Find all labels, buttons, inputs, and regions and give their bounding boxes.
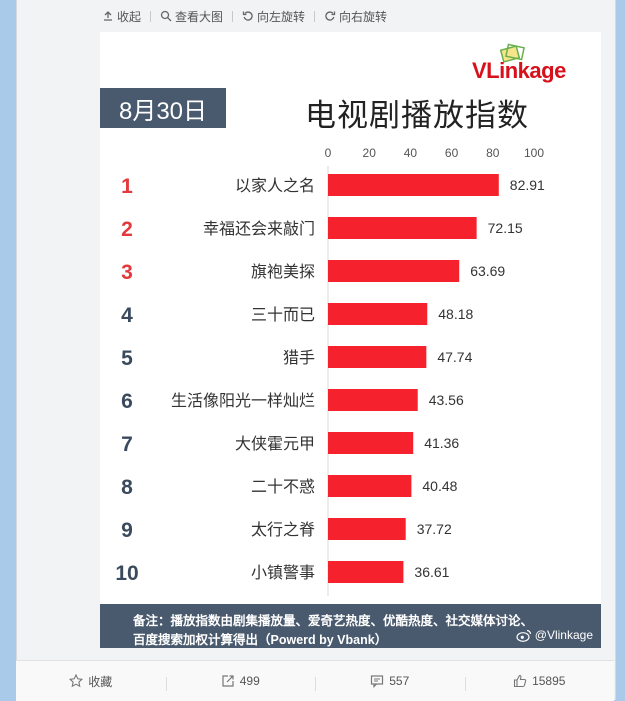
- search-icon: [160, 10, 172, 22]
- category-label: 猎手: [283, 348, 315, 367]
- bar: [328, 432, 414, 454]
- value-label: 82.91: [510, 177, 545, 193]
- value-label: 41.36: [424, 435, 459, 451]
- view-large-label: 查看大图: [175, 9, 224, 24]
- like-count: 15895: [532, 674, 566, 688]
- bar: [328, 174, 499, 196]
- category-label: 小镇警事: [251, 563, 315, 582]
- bar: [328, 303, 428, 325]
- category-label: 幸福还会来敲门: [203, 219, 315, 238]
- logo-text: VLinkage: [472, 58, 566, 83]
- vlinkage-logo: VLinkage: [472, 43, 592, 92]
- category-label: 三十而已: [251, 305, 315, 324]
- like-button[interactable]: 15895: [464, 674, 615, 691]
- watermark-text: @Vlinkage: [534, 628, 593, 642]
- rotate-left-button[interactable]: 向左旋转: [240, 8, 307, 25]
- rank-number: 7: [121, 433, 133, 456]
- value-label: 48.18: [438, 306, 473, 322]
- rotate-left-icon: [242, 11, 253, 21]
- x-tick-label: 60: [445, 146, 459, 160]
- favorite-label: 收藏: [88, 674, 113, 689]
- watermark: @Vlinkage: [516, 628, 593, 642]
- rotate-right-icon: [325, 11, 336, 21]
- rank-number: 3: [121, 261, 133, 284]
- collapse-icon: [104, 11, 112, 21]
- category-label: 大侠霍元甲: [235, 434, 315, 453]
- x-tick-label: 100: [524, 146, 544, 160]
- rank-number: 9: [121, 519, 133, 542]
- rank-number: 8: [121, 476, 133, 499]
- favorite-button[interactable]: 收藏: [16, 673, 166, 690]
- bar: [328, 475, 412, 497]
- category-label: 二十不惑: [251, 477, 315, 496]
- rank-number: 6: [121, 390, 133, 413]
- bar-chart: 0 20 40 60 80 100 1 以家人之名 82.91 2 幸福还会来敲门 72.15 3 旗袍美…: [115, 146, 545, 596]
- footer-note-line2: 百度搜索加权计算得出（Powerd by Vbank）: [133, 633, 388, 647]
- view-large-button[interactable]: 查看大图: [158, 8, 225, 25]
- rotate-left-label: 向左旋转: [257, 9, 306, 24]
- chart-footer: 备注：播放指数由剧集播放量、爱奇艺热度、优酷热度、社交媒体讨论、 百度搜索加权计…: [100, 604, 601, 648]
- value-label: 40.48: [422, 478, 457, 494]
- rank-number: 5: [121, 347, 133, 370]
- chart-title: 电视剧播放指数: [305, 98, 529, 133]
- bar: [328, 518, 406, 540]
- x-tick-label: 0: [325, 146, 332, 160]
- share-icon: [222, 675, 234, 687]
- rank-number: 10: [115, 562, 138, 585]
- repost-count: 499: [239, 674, 260, 688]
- comment-icon: [371, 675, 384, 688]
- x-tick-label: 80: [486, 146, 500, 160]
- category-label: 太行之脊: [251, 520, 315, 539]
- star-icon: [69, 674, 84, 688]
- footer-note-line1: 备注：播放指数由剧集播放量、爱奇艺热度、优酷热度、社交媒体讨论、: [133, 614, 534, 628]
- category-label: 以家人之名: [235, 176, 315, 195]
- rotate-right-button[interactable]: 向右旋转: [322, 8, 389, 25]
- image-toolbar: 收起 查看大图 向左旋转 向右旋转: [100, 6, 389, 26]
- weibo-icon: [516, 629, 531, 642]
- rotate-right-label: 向右旋转: [339, 9, 388, 24]
- value-label: 63.69: [470, 263, 505, 279]
- bar: [328, 346, 427, 368]
- chart-image[interactable]: VLinkage 8月30日 电视剧播放指数 0 20 40 60 80 100 1 以家人之…: [100, 32, 601, 648]
- value-label: 72.15: [488, 220, 523, 236]
- rank-number: 4: [121, 304, 133, 327]
- category-label: 生活像阳光一样灿烂: [171, 391, 315, 410]
- category-label: 旗袍美探: [251, 262, 315, 281]
- thumbs-up-icon: [514, 674, 527, 688]
- value-label: 43.56: [429, 392, 464, 408]
- bar: [328, 389, 418, 411]
- x-tick-label: 40: [404, 146, 418, 160]
- value-label: 37.72: [417, 521, 452, 537]
- comment-button[interactable]: 557: [315, 674, 465, 691]
- collapse-button[interactable]: 收起: [100, 8, 143, 25]
- x-tick-label: 20: [363, 146, 377, 160]
- repost-button[interactable]: 499: [165, 674, 316, 691]
- post-action-bar: 收藏 499 557 15895: [16, 660, 614, 701]
- bar: [328, 260, 460, 282]
- date-badge: 8月30日: [100, 88, 226, 128]
- rank-number: 1: [121, 175, 133, 198]
- value-label: 36.61: [414, 564, 449, 580]
- bar: [328, 561, 404, 583]
- value-label: 47.74: [437, 349, 472, 365]
- bar: [328, 217, 477, 239]
- comment-count: 557: [389, 674, 410, 688]
- rank-number: 2: [121, 218, 133, 241]
- logo-mark-icon: [499, 43, 525, 63]
- collapse-label: 收起: [117, 9, 142, 24]
